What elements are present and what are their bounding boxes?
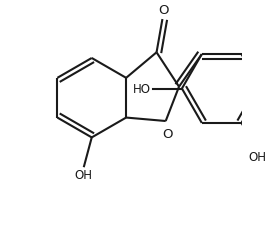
- Text: OH: OH: [248, 150, 266, 163]
- Text: OH: OH: [74, 168, 92, 181]
- Text: O: O: [158, 4, 169, 17]
- Text: HO: HO: [133, 83, 151, 96]
- Text: O: O: [163, 127, 173, 140]
